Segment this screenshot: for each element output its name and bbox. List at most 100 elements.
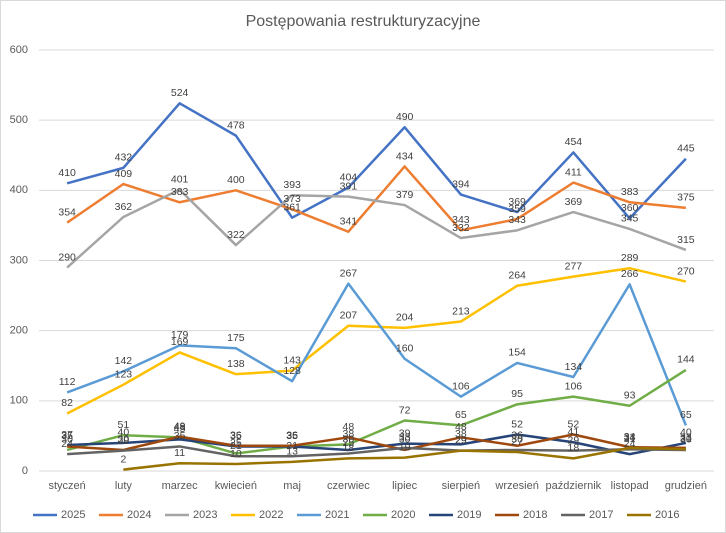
data-label: 432 — [115, 152, 133, 164]
y-tick-label: 600 — [10, 44, 28, 56]
data-label: 490 — [396, 111, 414, 123]
data-label: 29 — [568, 434, 580, 446]
x-tick-label: czerwiec — [327, 480, 370, 492]
data-label: 30 — [343, 434, 355, 446]
data-label: 142 — [115, 355, 133, 367]
data-label: 144 — [677, 354, 695, 366]
legend-label: 2017 — [589, 509, 613, 521]
x-tick-label: luty — [115, 480, 133, 492]
data-label: 48 — [343, 421, 355, 433]
x-tick-label: grudzień — [665, 480, 707, 492]
legend-label: 2016 — [655, 509, 679, 521]
data-label: 369 — [508, 196, 526, 208]
data-label: 39 — [399, 427, 411, 439]
data-label: 2 — [120, 453, 126, 465]
data-label: 37 — [61, 429, 73, 441]
data-label: 36 — [230, 430, 242, 442]
data-label: 41 — [568, 426, 580, 438]
legend-label: 2019 — [457, 509, 481, 521]
legend-label: 2022 — [259, 509, 283, 521]
data-label: 267 — [340, 267, 358, 279]
data-label: 354 — [58, 206, 76, 218]
data-label: 160 — [396, 343, 414, 355]
data-label: 383 — [171, 186, 189, 198]
y-tick-label: 500 — [10, 114, 28, 126]
data-label: 18 — [343, 442, 355, 454]
series-line — [66, 102, 687, 220]
data-label: 204 — [396, 312, 414, 324]
data-label: 33 — [624, 432, 636, 444]
data-label: 35 — [286, 430, 298, 442]
x-tick-label: kwiecień — [215, 480, 257, 492]
data-label: 445 — [677, 143, 695, 155]
data-label: 49 — [174, 420, 186, 432]
legend-label: 2021 — [325, 509, 349, 521]
series-line — [67, 433, 686, 452]
data-label: 213 — [452, 305, 470, 317]
data-label: 65 — [455, 409, 467, 421]
data-label: 48 — [174, 421, 186, 433]
data-label: 13 — [286, 446, 298, 458]
data-label: 95 — [511, 388, 523, 400]
legend-label: 2020 — [391, 509, 415, 521]
data-label: 332 — [452, 222, 470, 234]
x-tick-label: lipiec — [392, 480, 418, 492]
data-label: 343 — [508, 214, 526, 226]
data-label: 394 — [452, 178, 470, 190]
series-line — [66, 266, 687, 415]
data-label: 154 — [508, 347, 526, 359]
y-tick-label: 300 — [10, 254, 28, 266]
data-label: 36 — [286, 430, 298, 442]
data-label: 10 — [230, 448, 242, 460]
data-label: 383 — [621, 186, 639, 198]
data-label: 112 — [59, 376, 76, 388]
data-label: 34 — [624, 431, 636, 443]
data-label: 52 — [568, 418, 580, 430]
data-label: 72 — [399, 404, 411, 416]
data-label: 29 — [455, 434, 467, 446]
data-label: 65 — [680, 409, 692, 421]
data-label: 48 — [455, 421, 467, 433]
series-line — [67, 445, 686, 458]
data-label: 409 — [115, 168, 133, 180]
legend-label: 2025 — [61, 509, 85, 521]
data-label: 51 — [118, 419, 130, 431]
data-label: 290 — [58, 251, 76, 263]
data-label: 359 — [508, 203, 526, 215]
data-label: 179 — [171, 329, 189, 341]
data-label: 379 — [396, 189, 414, 201]
data-label: 24 — [624, 438, 636, 450]
data-label: 30 — [511, 434, 523, 446]
data-label: 524 — [171, 87, 189, 99]
x-tick-label: wrzesień — [494, 480, 538, 492]
x-tick-label: listopad — [611, 480, 649, 492]
data-label: 21 — [230, 440, 242, 452]
y-tick-label: 100 — [10, 395, 28, 407]
data-label: 29 — [455, 434, 467, 446]
data-label: 143 — [283, 354, 301, 366]
series-line — [66, 165, 686, 233]
legend-label: 2024 — [127, 509, 151, 521]
data-label: 391 — [340, 180, 358, 192]
data-label: 35 — [174, 430, 186, 442]
data-label: 45 — [174, 423, 186, 435]
legend-label: 2018 — [523, 509, 547, 521]
data-label: 270 — [677, 265, 695, 277]
data-label: 30 — [61, 434, 73, 446]
data-label: 138 — [227, 358, 245, 370]
y-tick-label: 400 — [10, 184, 28, 196]
data-label: 369 — [565, 196, 583, 208]
legend-label: 2023 — [193, 509, 217, 521]
data-label: 343 — [452, 214, 470, 226]
data-label: 25 — [230, 437, 242, 449]
data-label: 21 — [286, 440, 298, 452]
data-label: 33 — [399, 432, 411, 444]
data-label: 30 — [680, 434, 692, 446]
data-label: 52 — [511, 418, 523, 430]
data-label: 345 — [621, 213, 639, 225]
series-line — [66, 188, 687, 269]
data-label: 400 — [227, 174, 245, 186]
x-tick-label: październik — [546, 480, 602, 492]
data-label: 315 — [677, 234, 695, 246]
data-label: 93 — [624, 390, 636, 402]
